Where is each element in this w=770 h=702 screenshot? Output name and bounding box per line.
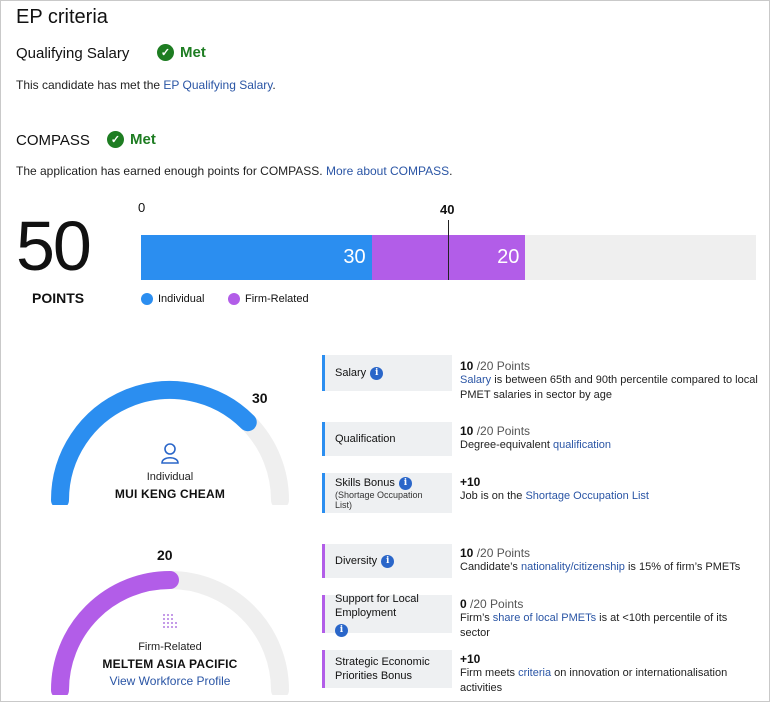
- qualifying-salary-title: Qualifying Salary: [16, 45, 130, 62]
- criteria-desc: is between 65th and 90th percentile comp…: [460, 374, 758, 401]
- criteria-salary[interactable]: Salary i: [322, 355, 452, 391]
- axis-start-label: 0: [138, 200, 146, 215]
- criteria-label: Salary: [335, 367, 367, 379]
- candidate-name: MUI KENG CHEAM: [114, 487, 226, 501]
- individual-gauge: [51, 381, 289, 505]
- criteria-qualification[interactable]: Qualification: [322, 422, 452, 456]
- criteria-strategic-economic-priorities-detail: +10 Firm meets criteria on innovation or…: [460, 652, 760, 696]
- legend-label: Individual: [158, 293, 205, 305]
- info-icon[interactable]: i: [398, 476, 412, 490]
- criteria-desc: Firm meets: [460, 667, 519, 679]
- criteria-label: Qualification: [335, 433, 396, 445]
- criteria-desc: Job is on the: [460, 490, 526, 502]
- criteria-skills-bonus-detail: +10 Job is on the Shortage Occupation Li…: [460, 475, 760, 504]
- info-icon[interactable]: i: [370, 366, 384, 380]
- firm-gauge-fill: [51, 571, 179, 695]
- criteria-desc: Candidate’s: [460, 561, 521, 573]
- nationality-citizenship-link[interactable]: nationality/citizenship: [520, 561, 625, 573]
- check-icon: ✓: [157, 44, 174, 61]
- text: The application has earned enough points…: [16, 164, 326, 178]
- page-title: EP criteria: [16, 6, 108, 28]
- points-value: +10: [460, 652, 481, 666]
- criteria-desc: Degree-equivalent: [460, 439, 553, 451]
- individual-points-value: 30: [343, 246, 366, 268]
- firm-points-value: 20: [497, 246, 520, 268]
- criteria-salary-detail: 10 /20 Points Salary is between 65th and…: [460, 359, 760, 403]
- compass-text: The application has earned enough points…: [16, 164, 452, 178]
- share-of-local-pmets-link[interactable]: share of local PMETs: [492, 612, 597, 624]
- points-max: /20 Points: [466, 597, 524, 611]
- points-max: /20 Points: [473, 359, 531, 373]
- criteria-qualification-detail: 10 /20 Points Degree-equivalent qualific…: [460, 424, 760, 453]
- points-label: POINTS: [32, 290, 85, 306]
- individual-dot-icon: [141, 293, 153, 305]
- criteria-desc: is 15% of firm’s PMETs: [624, 561, 741, 573]
- points-value: 10: [460, 546, 474, 560]
- qualification-link[interactable]: qualification: [552, 439, 612, 451]
- pass-mark-label: 40: [440, 202, 455, 217]
- more-about-compass-link[interactable]: More about COMPASS: [325, 164, 450, 178]
- info-icon[interactable]: i: [335, 623, 348, 637]
- individual-gauge-value: 30: [252, 390, 268, 406]
- individual-points-segment: 30: [141, 235, 372, 280]
- criteria-strategic-economic-priorities[interactable]: Strategic Economic Priorities Bonus: [322, 650, 452, 688]
- check-icon: ✓: [107, 131, 124, 148]
- criteria-support-local-employment[interactable]: Support for Local Employment i: [322, 592, 452, 637]
- criteria-label: Support for Local Employment: [335, 592, 419, 619]
- criteria-skills-bonus[interactable]: Skills Bonus i (Shortage Occupation List): [322, 473, 452, 513]
- criteria-desc: Firm’s: [460, 612, 493, 624]
- text: .: [272, 78, 276, 92]
- criteria-desc: is at <10th percentile of its sector: [460, 612, 728, 639]
- firm-gauge-value: 20: [157, 547, 173, 563]
- legend-individual: Individual: [141, 293, 204, 305]
- individual-category: Individual: [146, 471, 194, 483]
- building-icon: [163, 614, 177, 628]
- qualifying-salary-status: ✓ Met: [157, 44, 206, 61]
- status-label: Met: [180, 44, 206, 61]
- criteria-support-local-employment-detail: 0 /20 Points Firm’s share of local PMETs…: [460, 597, 760, 641]
- qualifying-salary-text: This candidate has met the EP Qualifying…: [16, 78, 276, 92]
- person-icon: [161, 443, 179, 464]
- firm-gauge: [51, 571, 289, 695]
- criteria-sublabel: (Shortage Occupation List): [335, 490, 423, 510]
- text: This candidate has met the: [16, 78, 164, 92]
- salary-link[interactable]: Salary: [460, 374, 492, 386]
- criteria-label: Diversity: [335, 555, 378, 567]
- legend-label: Firm-Related: [245, 293, 309, 305]
- criteria-diversity[interactable]: Diversity i: [322, 544, 452, 578]
- criteria-diversity-detail: 10 /20 Points Candidate’s nationality/ci…: [460, 546, 760, 575]
- points-max: /20 Points: [473, 546, 531, 560]
- criteria-label: Strategic Economic Priorities Bonus: [335, 656, 430, 682]
- criteria-link[interactable]: criteria: [518, 667, 552, 679]
- firm-name: MELTEM ASIA PACIFIC: [102, 657, 238, 671]
- criteria-label: Skills Bonus: [335, 477, 395, 489]
- info-icon[interactable]: i: [381, 554, 395, 568]
- total-points: 50: [16, 207, 92, 285]
- status-label: Met: [130, 131, 156, 148]
- text: .: [449, 164, 453, 178]
- points-max: /20 Points: [473, 424, 531, 438]
- points-value: 10: [460, 359, 474, 373]
- points-value: +10: [460, 475, 481, 489]
- compass-title: COMPASS: [16, 132, 90, 149]
- legend-firm: Firm-Related: [228, 293, 309, 305]
- individual-gauge-fill: [51, 381, 257, 505]
- pass-mark-line: [448, 220, 449, 280]
- view-workforce-profile-link[interactable]: View Workforce Profile: [109, 674, 231, 688]
- criteria-desc: on innovation or internationalisation ac…: [460, 667, 728, 694]
- shortage-occupation-list-link[interactable]: Shortage Occupation List: [525, 490, 649, 502]
- points-value: 0: [460, 597, 467, 611]
- ep-qualifying-salary-link[interactable]: EP Qualifying Salary: [163, 78, 273, 92]
- compass-status: ✓ Met: [107, 131, 156, 148]
- firm-category: Firm-Related: [138, 641, 202, 653]
- firm-dot-icon: [228, 293, 240, 305]
- points-value: 10: [460, 424, 474, 438]
